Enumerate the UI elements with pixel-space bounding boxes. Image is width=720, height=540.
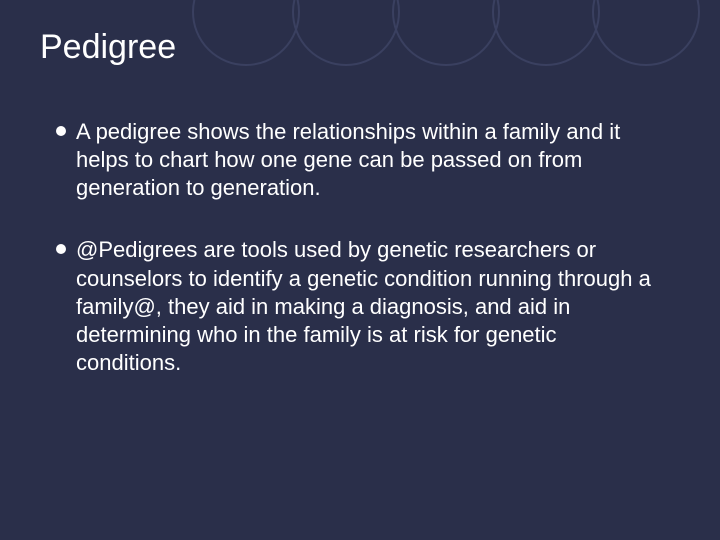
decorative-circle: [592, 0, 700, 66]
slide-body: A pedigree shows the relationships withi…: [56, 118, 666, 377]
bullet-text: A pedigree shows the relationships withi…: [76, 118, 666, 202]
bullet-icon: [56, 126, 66, 136]
decorative-circles: [192, 0, 700, 66]
decorative-circle: [392, 0, 500, 66]
slide-title: Pedigree: [40, 28, 176, 67]
bullet-icon: [56, 244, 66, 254]
decorative-circle: [192, 0, 300, 66]
decorative-circle: [492, 0, 600, 66]
bullet-text: @Pedigrees are tools used by genetic res…: [76, 236, 666, 377]
bullet-item: A pedigree shows the relationships withi…: [56, 118, 666, 202]
bullet-item: @Pedigrees are tools used by genetic res…: [56, 236, 666, 377]
slide: Pedigree A pedigree shows the relationsh…: [0, 0, 720, 540]
decorative-circle: [292, 0, 400, 66]
